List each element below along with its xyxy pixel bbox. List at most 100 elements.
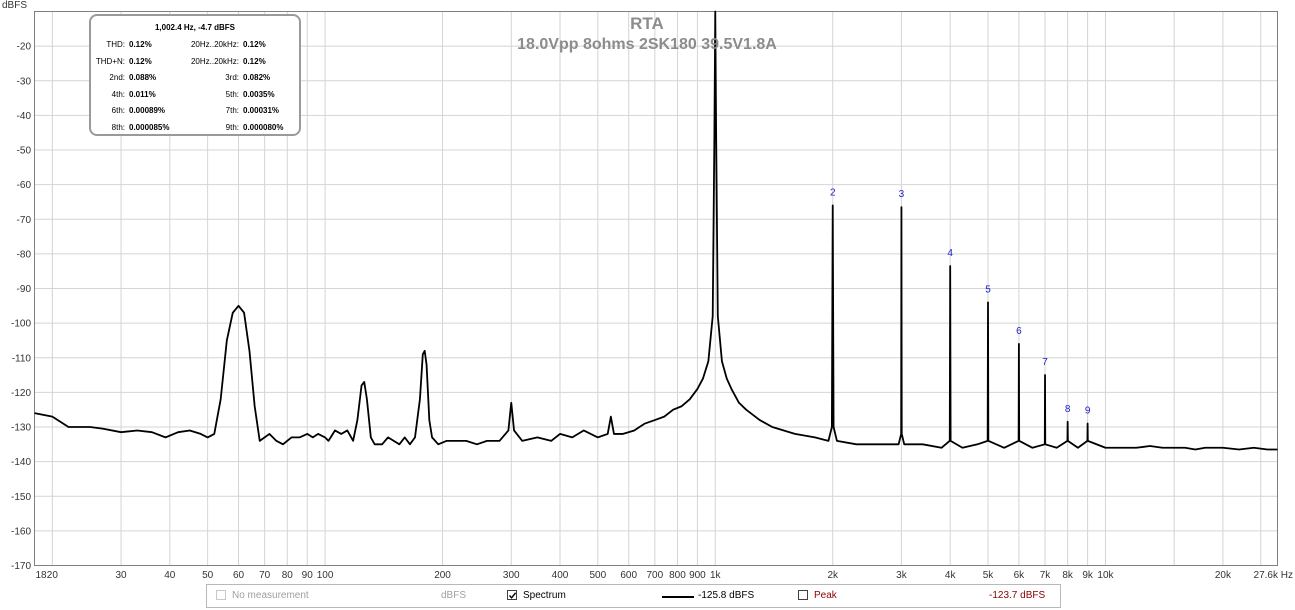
spectrum-checkbox[interactable] [507,590,517,600]
y-axis-ticks: -20 -30 -40 -50 -60 -70 -80 -90 -100 -110 -120 -130… [11,42,31,572]
x-tick-label: 2k [827,570,839,581]
x-tick-label: 70 [259,570,271,581]
info-label: THD+N: [95,56,125,66]
x-tick-label: 600 [620,570,637,581]
info-value: 0.000080% [243,123,284,132]
info-value: 0.00031% [243,106,280,116]
info-label: 7th: [225,106,239,116]
info-value: 0.00089% [129,106,166,116]
info-label: 3rd: [225,73,239,83]
y-tick-label: -50 [17,146,32,157]
peak-label: Peak [814,590,837,601]
x-tick-label: 1k [710,570,722,581]
x-tick-label: 8k [1062,570,1074,581]
y-tick-label: -170 [11,561,31,572]
y-tick-label: -140 [11,457,31,468]
info-label: 20Hz..20kHz: [190,40,239,49]
x-tick-label: 400 [552,570,569,581]
harmonic-label: 3 [899,189,905,200]
legend-bar: No measurement dBFS Spectrum -125.8 dBFS… [206,584,1061,608]
y-tick-label: -80 [17,249,32,260]
info-label: 20Hz..20kHz: [190,56,239,66]
chart-title: RTA [630,14,664,33]
info-label: 6th: [111,106,125,116]
x-tick-label: 60 [233,570,245,581]
x-tick-label: 6k [1014,570,1026,581]
y-tick-label: -160 [11,526,31,537]
info-value: 0.12% [243,56,266,66]
y-tick-label: -30 [17,76,32,87]
thd-info-box[interactable]: 1,002.4 Hz, -4.7 dBFS THD: 0.12% 20Hz..20k… [89,14,301,136]
harmonic-label: 5 [985,284,991,295]
peak-value: -123.7 dBFS [989,590,1046,601]
y-axis-label: dBFS [2,0,27,11]
x-tick-label: 20 [47,570,59,581]
series-layer [34,10,1278,451]
y-tick-label: -40 [17,111,32,122]
harmonic-labels: 2 3 4 5 6 7 8 9 [830,187,1091,416]
plot-area-frame[interactable] [34,11,1278,566]
x-tick-label: 3k [896,570,908,581]
info-value: 0.0035% [243,89,275,99]
harmonic-label: 2 [830,187,836,198]
x-tick-label: 20k [1215,570,1232,581]
harmonic-label: 7 [1042,357,1048,368]
spectrum-line-swatch [662,596,694,598]
y-tick-label: -90 [17,284,32,295]
no-measurement-label: No measurement [232,590,309,601]
info-value: 0.082% [243,73,271,83]
spectrum-label: Spectrum [523,590,566,601]
info-label: 8th: [111,123,125,132]
x-axis-ticks: 18 20 30 40 50 60 70 80 90 100 200 300 400 500 600 700 8… [36,570,1294,581]
y-tick-label: -70 [17,215,32,226]
grid-lines [34,11,1278,566]
info-label: 2nd: [109,73,125,83]
harmonic-label: 9 [1085,406,1091,417]
harmonic-label: 4 [947,248,953,259]
x-tick-label: 300 [503,570,520,581]
x-tick-label: 18 [36,570,48,581]
x-tick-label: 10k [1097,570,1114,581]
x-tick-label: 800 [669,570,686,581]
no-measurement-unit: dBFS [441,590,467,601]
x-tick-label: 80 [282,570,294,581]
x-tick-label: 500 [589,570,606,581]
no-measurement-checkbox[interactable] [216,590,226,600]
info-box-header: 1,002.4 Hz, -4.7 dBFS [154,23,236,32]
x-tick-label: 5k [983,570,995,581]
spectrum-value: -125.8 dBFS [698,590,755,601]
info-value: 0.011% [129,89,156,99]
x-tick-label: 100 [317,570,334,581]
x-tick-label: 90 [302,570,314,581]
x-tick-label: 200 [434,570,451,581]
spectrum-series-line[interactable] [34,10,1278,451]
harmonic-label: 8 [1065,404,1071,415]
x-tick-label: 700 [646,570,663,581]
info-label: 5th: [225,89,239,99]
y-tick-label: -120 [11,388,31,399]
x-tick-label: 30 [116,570,128,581]
x-tick-label: 40 [164,570,176,581]
info-label: THD: [106,40,125,49]
info-value: 0.12% [129,40,152,49]
harmonic-label: 6 [1016,326,1022,337]
info-value: 0.12% [129,56,152,66]
y-tick-label: -60 [17,180,32,191]
y-tick-label: -110 [12,353,32,364]
y-tick-label: -130 [11,423,31,434]
x-tick-label: 900 [689,570,706,581]
x-tick-label: 50 [202,570,214,581]
x-tick-label: 4k [945,570,957,581]
info-value: 0.088% [129,73,157,83]
y-tick-label: -20 [17,42,32,53]
y-tick-label: -100 [11,319,31,330]
x-tick-label: 7k [1040,570,1052,581]
x-tick-label: 27.6k Hz [1254,570,1293,581]
peak-checkbox[interactable] [798,590,808,600]
info-value: 0.12% [243,40,266,49]
chart-subtitle: 18.0Vpp 8ohms 2SK180 39.5V1.8A [517,36,777,53]
checkmark-icon [508,592,517,599]
x-tick-label: 9k [1082,570,1094,581]
info-value: 0.000085% [129,123,170,132]
